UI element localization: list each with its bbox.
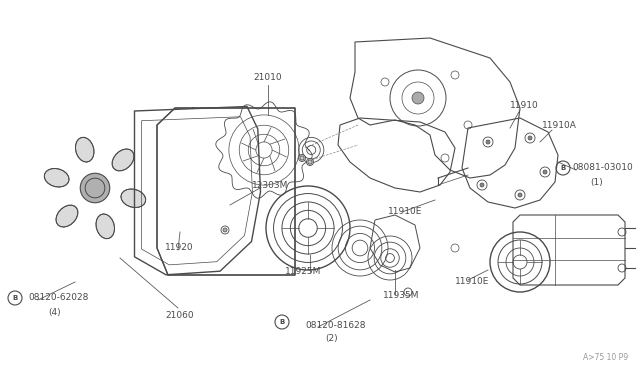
Text: (1): (1): [590, 177, 603, 186]
Circle shape: [80, 173, 110, 203]
Text: A>75 10 P9: A>75 10 P9: [583, 353, 628, 362]
Circle shape: [486, 140, 490, 144]
Text: 11910E: 11910E: [455, 278, 490, 286]
Text: 08081-03010: 08081-03010: [572, 164, 633, 173]
Text: B: B: [561, 165, 566, 171]
Polygon shape: [121, 189, 146, 208]
Text: 11935M: 11935M: [383, 292, 419, 301]
Text: 11910: 11910: [510, 100, 539, 109]
Circle shape: [528, 136, 532, 140]
Text: 11910A: 11910A: [542, 122, 577, 131]
Polygon shape: [44, 169, 69, 187]
Circle shape: [518, 193, 522, 197]
Text: 21010: 21010: [253, 74, 282, 83]
Circle shape: [543, 170, 547, 174]
Text: B: B: [12, 295, 18, 301]
Text: 11925M: 11925M: [285, 267, 321, 276]
Text: 11910E: 11910E: [388, 208, 422, 217]
Polygon shape: [56, 205, 78, 227]
Circle shape: [307, 158, 314, 166]
Circle shape: [223, 228, 227, 232]
Circle shape: [298, 154, 305, 161]
Polygon shape: [96, 214, 115, 238]
Polygon shape: [112, 149, 134, 171]
Text: 12303M: 12303M: [252, 180, 289, 189]
Text: 11920: 11920: [165, 244, 194, 253]
Circle shape: [412, 92, 424, 104]
Text: B: B: [280, 319, 285, 325]
Text: 08120-62028: 08120-62028: [28, 294, 88, 302]
Text: 08120-81628: 08120-81628: [305, 321, 365, 330]
Polygon shape: [76, 137, 94, 162]
Text: (4): (4): [48, 308, 61, 317]
Circle shape: [480, 183, 484, 187]
Text: 21060: 21060: [165, 311, 194, 320]
Text: (2): (2): [325, 334, 338, 343]
